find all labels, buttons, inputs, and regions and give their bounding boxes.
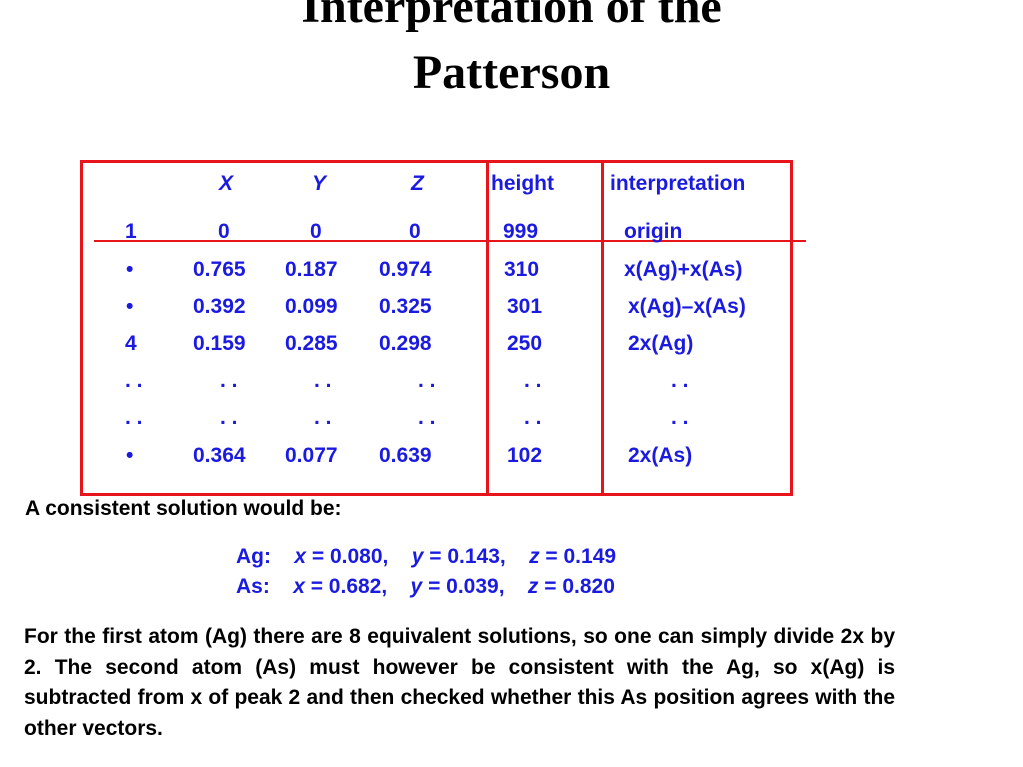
header-height: height	[491, 172, 554, 195]
row-1-x: 0	[218, 220, 230, 243]
row-5-x: . .	[220, 369, 238, 392]
solution-as-z-value: = 0.820	[538, 575, 615, 598]
row-2-height: 310	[504, 258, 540, 281]
solution-ag-z-value: = 0.149	[539, 545, 617, 568]
header-z: Z	[411, 172, 424, 195]
row-2-x: 0.765	[193, 258, 246, 281]
solution-ag-x-label: x	[294, 545, 307, 568]
row-7-height: 102	[507, 444, 543, 467]
column-divider-height	[486, 160, 489, 496]
solution-as-z-label: z	[527, 575, 539, 598]
row-7-y: 0.077	[285, 444, 338, 467]
row-1-id: 1	[125, 220, 137, 243]
header-interpretation: interpretation	[610, 172, 746, 195]
row-3-y: 0.099	[285, 295, 338, 318]
row-3-z: 0.325	[379, 295, 432, 318]
row-2-id: •	[126, 258, 134, 281]
row-1-interpretation: origin	[624, 220, 683, 243]
row-7-interpretation: 2x(As)	[628, 444, 693, 467]
row-6-z: . .	[418, 406, 436, 429]
solution-ag: Ag: x = 0.080, y = 0.143, z = 0.149	[236, 545, 616, 569]
row-7-z: 0.639	[379, 444, 432, 467]
row-5-y: . .	[314, 369, 332, 392]
table-border	[80, 160, 793, 496]
solution-as-x-label: x	[293, 575, 305, 598]
row-4-y: 0.285	[285, 332, 338, 355]
row-3-id: •	[126, 295, 134, 318]
consistent-solution-label: A consistent solution would be:	[25, 497, 342, 520]
solution-ag-atom: Ag:	[236, 545, 271, 568]
row-3-x: 0.392	[193, 295, 246, 318]
row-6-x: . .	[220, 406, 238, 429]
row-2-z: 0.974	[379, 258, 432, 281]
solution-as-x-value: = 0.682,	[304, 575, 388, 598]
solution-ag-x-value: = 0.080,	[306, 545, 389, 568]
row-1-z: 0	[409, 220, 421, 243]
row-6-id: . .	[125, 406, 143, 429]
page-title-line-1: Interpretation of the	[301, 0, 722, 33]
row-4-interpretation: 2x(Ag)	[628, 332, 694, 355]
row-5-z: . .	[418, 369, 436, 392]
row-2-y: 0.187	[285, 258, 338, 281]
solution-ag-y-value: = 0.143,	[423, 545, 506, 568]
origin-row-underline	[94, 240, 806, 242]
row-4-z: 0.298	[379, 332, 432, 355]
row-7-id: •	[126, 444, 134, 467]
row-6-y: . .	[314, 406, 332, 429]
row-4-id: 4	[125, 332, 137, 355]
row-3-interpretation: x(Ag)–x(As)	[628, 295, 746, 318]
row-6-interpretation: . .	[671, 406, 689, 429]
header-y: Y	[312, 172, 327, 195]
row-1-height: 999	[503, 220, 539, 243]
row-4-height: 250	[507, 332, 543, 355]
solution-as-y-label: y	[410, 575, 423, 598]
column-divider-interpretation	[601, 160, 604, 496]
header-x: X	[219, 172, 234, 195]
row-3-height: 301	[507, 295, 543, 318]
row-5-id: . .	[125, 369, 143, 392]
page-title-line-2: Patterson	[412, 46, 611, 99]
row-4-x: 0.159	[193, 332, 246, 355]
solution-as: As: x = 0.682, y = 0.039, z = 0.820	[236, 575, 615, 599]
solution-as-y-value: = 0.039,	[422, 575, 505, 598]
row-2-interpretation: x(Ag)+x(As)	[624, 258, 743, 281]
row-5-interpretation: . .	[671, 369, 689, 392]
solution-as-atom: As:	[236, 575, 270, 598]
row-5-height: . .	[524, 369, 542, 392]
row-6-height: . .	[524, 406, 542, 429]
explanation-paragraph: For the first atom (Ag) there are 8 equi…	[24, 625, 895, 740]
solution-ag-z-label: z	[529, 545, 540, 568]
solution-ag-y-label: y	[411, 545, 424, 568]
row-1-y: 0	[310, 220, 322, 243]
row-7-x: 0.364	[193, 444, 246, 467]
